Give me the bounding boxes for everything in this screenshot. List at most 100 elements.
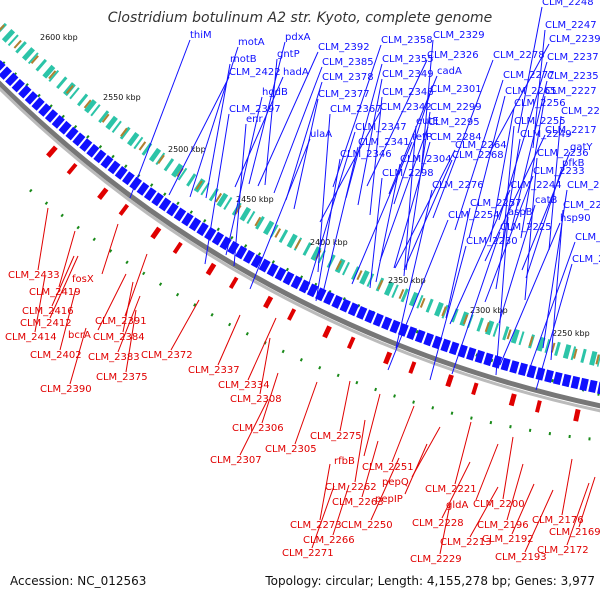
forward-gene-label[interactable]: CLM_2227 (545, 86, 597, 97)
forward-gene-label[interactable]: CLM_2298 (382, 168, 434, 179)
forward-gene-label[interactable]: motB (230, 54, 257, 65)
forward-gene-label[interactable]: CLM_2378 (322, 72, 374, 83)
reverse-gene-label[interactable]: CLM_2419 (29, 287, 81, 298)
reverse-gene-label[interactable]: CLM_2416 (22, 306, 74, 317)
forward-gene-label[interactable]: CLM_2248 (542, 0, 594, 8)
reverse-gene-label[interactable]: CLM_2250 (341, 520, 393, 531)
reverse-gene-label[interactable]: CLM_2412 (20, 318, 72, 329)
forward-gene-label[interactable]: hadA (283, 67, 309, 78)
reverse-gene-label[interactable]: CLM_2414 (5, 332, 57, 343)
forward-gene-label[interactable]: CLM_2264 (455, 140, 507, 151)
reverse-gene-label[interactable]: CLM_2308 (230, 394, 282, 405)
reverse-gene-label[interactable]: CLM_2375 (96, 372, 148, 383)
forward-gene-label[interactable]: gatY (570, 142, 593, 153)
forward-gene-label[interactable]: CLM_2257 (470, 198, 522, 209)
forward-gene-label[interactable]: CLM_2237 (547, 52, 599, 63)
forward-gene-label[interactable]: thiM (190, 30, 212, 41)
reverse-gene-label[interactable]: CLM_2306 (232, 423, 284, 434)
forward-gene-label[interactable]: CLM_2329 (433, 30, 485, 41)
forward-gene-label[interactable]: CLM_2233 (533, 166, 585, 177)
forward-gene-label[interactable]: CLM_2377 (318, 89, 370, 100)
reverse-gene-label[interactable]: CLM_2271 (282, 548, 334, 559)
forward-gene-label[interactable]: pfkB (562, 158, 585, 169)
reverse-gene-label[interactable]: CLM_2337 (188, 365, 240, 376)
forward-gene-label[interactable]: pdxA (285, 32, 311, 43)
reverse-gene-label[interactable]: CLM_2172 (537, 545, 589, 556)
forward-gene-label[interactable]: enr (246, 114, 263, 125)
reverse-gene-label[interactable]: CLM_2433 (8, 270, 60, 281)
forward-gene-label[interactable]: CLM_2254 (448, 210, 500, 221)
reverse-gene-label[interactable]: CLM_2383 (88, 352, 140, 363)
reverse-gene-label[interactable]: CLM_2263 (332, 497, 384, 508)
forward-gene-label[interactable]: CLM_2341 (358, 137, 410, 148)
reverse-gene-label[interactable]: CLM_2262 (325, 482, 377, 493)
reverse-gene-label[interactable]: CLM_2266 (303, 535, 355, 546)
forward-gene-label[interactable]: CLM_2276 (432, 180, 484, 191)
reverse-gene-label[interactable]: CLM_2229 (410, 554, 462, 565)
reverse-gene-label[interactable]: bcrA (68, 330, 91, 341)
forward-gene-label[interactable]: CLM_2197 (572, 254, 600, 265)
forward-gene-label[interactable]: CLM_2255 (514, 116, 566, 127)
forward-gene-label[interactable]: CLM_2239 (549, 34, 600, 45)
reverse-gene-label[interactable]: CLM_2169 (549, 527, 600, 538)
reverse-gene-label[interactable]: CLM_2391 (95, 316, 147, 327)
forward-gene-label[interactable]: tetP (412, 132, 432, 143)
forward-gene-label[interactable]: ulaA (310, 129, 332, 140)
reverse-gene-label[interactable]: CLM_2196 (477, 520, 529, 531)
forward-gene-label[interactable]: CLM_2326 (427, 50, 479, 61)
forward-gene-label[interactable]: CLM_2355 (382, 54, 434, 65)
forward-gene-label[interactable]: CLM_2358 (381, 35, 433, 46)
forward-gene-label[interactable]: CLM_2278 (493, 50, 545, 61)
forward-gene-label[interactable]: CLM_2422 (229, 67, 281, 78)
forward-gene-label[interactable]: CLM_2346 (340, 149, 392, 160)
reverse-gene-label[interactable]: CLM_2273 (290, 520, 342, 531)
reverse-gene-label[interactable]: pepIP (375, 494, 403, 505)
forward-gene-label[interactable]: CLM_2349 (382, 69, 434, 80)
forward-gene-label[interactable]: CLM_2301 (430, 84, 482, 95)
reverse-gene-label[interactable]: CLM_2305 (265, 444, 317, 455)
forward-gene-label[interactable]: CLM_2392 (318, 42, 370, 53)
forward-gene-label[interactable]: CLM_2208 (567, 180, 600, 191)
reverse-gene-label[interactable]: CLM_2334 (218, 380, 270, 391)
forward-gene-label[interactable]: hgdB (262, 87, 288, 98)
forward-gene-label[interactable]: CLM_2217 (545, 125, 597, 136)
forward-gene-label[interactable]: CLM_2207 (563, 200, 600, 211)
forward-gene-label[interactable]: CLM_2342 (380, 102, 432, 113)
forward-gene-label[interactable]: catB (535, 195, 558, 206)
forward-gene-label[interactable]: CLM_2295 (428, 117, 480, 128)
reverse-gene-label[interactable]: CLM_2275 (310, 431, 362, 442)
reverse-gene-label[interactable]: CLM_2372 (141, 350, 193, 361)
reverse-gene-label[interactable]: fosX (72, 274, 94, 285)
forward-gene-label[interactable]: CLM_2367 (330, 104, 382, 115)
forward-gene-label[interactable]: CLM_2385 (322, 57, 374, 68)
forward-gene-label[interactable]: aspB (508, 207, 533, 218)
reverse-gene-label[interactable]: CLM_2221 (425, 484, 477, 495)
forward-gene-label[interactable]: CLM_2249 (520, 129, 572, 140)
forward-gene-label[interactable]: CLM_2284 (430, 132, 482, 143)
forward-gene-label[interactable]: CLM_2222 (561, 106, 600, 117)
reverse-gene-label[interactable]: CLM_2213 (440, 537, 492, 548)
reverse-gene-label[interactable]: gldA (446, 500, 468, 511)
reverse-gene-label[interactable]: CLM_2193 (495, 552, 547, 563)
forward-gene-label[interactable]: CLM_2256 (514, 98, 566, 109)
forward-gene-label[interactable]: eutE (416, 116, 439, 127)
reverse-gene-label[interactable]: CLM_2176 (532, 515, 584, 526)
forward-gene-label[interactable]: CLM_2268 (452, 150, 504, 161)
forward-gene-label[interactable]: CLM_2348 (382, 87, 434, 98)
forward-gene-label[interactable]: gntP (277, 49, 300, 60)
reverse-gene-label[interactable]: CLM_2390 (40, 384, 92, 395)
forward-gene-label[interactable]: cadA (437, 66, 462, 77)
reverse-gene-label[interactable]: CLM_2384 (93, 332, 145, 343)
reverse-gene-label[interactable]: rfbB (334, 456, 355, 467)
forward-gene-label[interactable]: CLM_2397 (229, 104, 281, 115)
forward-gene-label[interactable]: CLM_2225 (500, 222, 552, 233)
forward-gene-label[interactable]: CLM_2235 (547, 71, 599, 82)
reverse-gene-label[interactable]: CLM_2307 (210, 455, 262, 466)
reverse-gene-label[interactable]: CLM_2228 (412, 518, 464, 529)
reverse-gene-label[interactable]: pepQ (382, 477, 409, 488)
forward-gene-label[interactable]: CLM_2265 (505, 86, 557, 97)
forward-gene-label[interactable]: hsp90 (560, 213, 591, 224)
reverse-gene-label[interactable]: CLM_2251 (362, 462, 414, 473)
forward-gene-label[interactable]: CLM_2236 (537, 148, 589, 159)
forward-gene-label[interactable]: CLM_2230 (466, 236, 518, 247)
